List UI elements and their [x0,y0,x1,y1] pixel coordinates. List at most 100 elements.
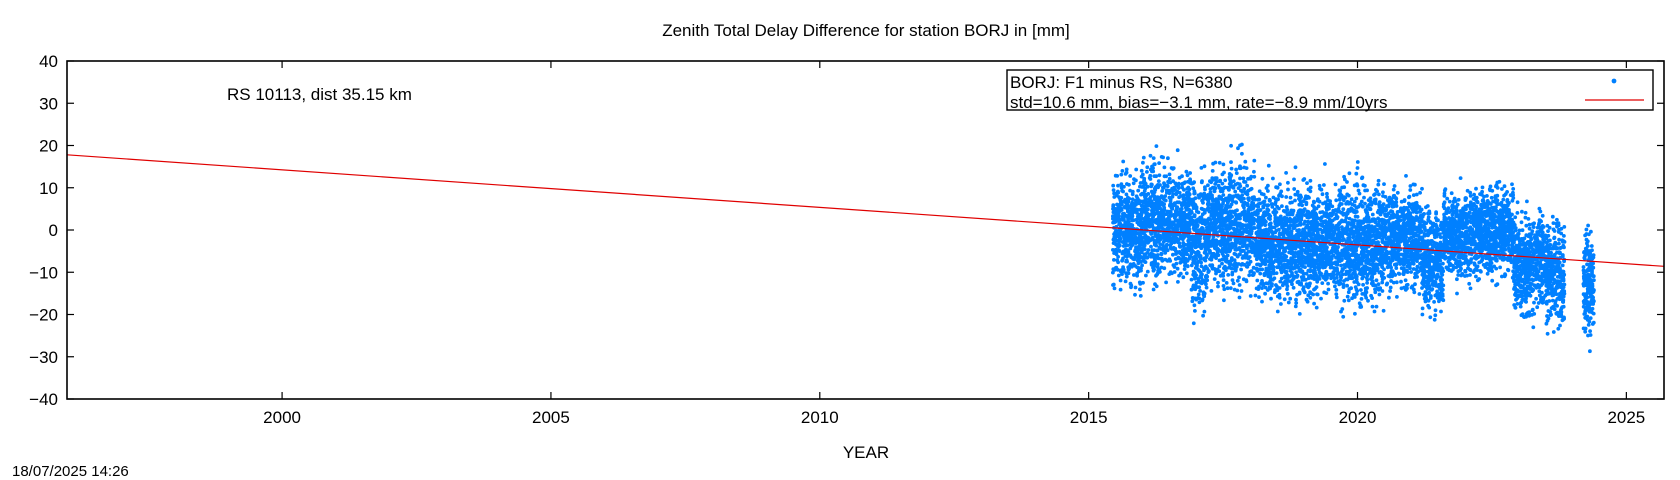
data-point [1247,273,1252,278]
data-point [1133,264,1138,268]
data-point [1243,251,1248,256]
data-point [1413,209,1418,214]
data-point [1224,215,1229,220]
data-point [1349,197,1354,202]
data-point [1356,253,1361,258]
data-point [1202,293,1206,298]
data-point [1150,235,1155,240]
data-point [1185,173,1190,178]
data-point [1320,192,1325,197]
data-point [1200,297,1205,302]
data-point [1220,261,1224,266]
data-point [1367,203,1371,207]
data-point [1191,321,1196,326]
data-point [1142,231,1146,235]
data-point [1228,226,1233,230]
data-point [1363,289,1368,293]
data-point [1252,195,1256,200]
data-point [1302,243,1307,248]
data-point [1247,255,1252,259]
data-point [1312,215,1317,220]
data-point [1337,271,1341,276]
data-point [1176,280,1180,284]
data-point [1229,160,1233,165]
data-point [1237,212,1242,217]
data-point [1267,272,1272,276]
data-points [1111,142,1596,354]
data-point [1180,248,1185,253]
data-point [1269,296,1273,301]
data-point [1305,181,1309,186]
data-point [1230,209,1235,214]
data-point [1189,277,1194,282]
data-point [1362,195,1366,200]
data-point [1318,236,1323,240]
data-point [1298,267,1303,272]
data-point [1168,180,1173,185]
data-point [1234,229,1239,233]
data-point [1181,256,1186,260]
data-point [1119,185,1124,190]
data-point [1149,200,1153,204]
data-point [1198,255,1203,259]
data-point [1155,255,1160,259]
data-point [1175,250,1180,255]
data-point [1213,204,1218,209]
data-point [1250,273,1255,277]
data-point [1258,201,1263,206]
data-point [1140,255,1144,260]
data-point [1137,280,1142,285]
data-point [1349,258,1353,263]
data-point [1355,182,1359,187]
data-point [1197,296,1202,301]
data-point [1304,282,1309,287]
data-point [1257,284,1261,289]
data-point [1295,219,1299,224]
data-point [1229,166,1234,171]
data-point [1192,237,1196,241]
data-point [1334,275,1339,280]
data-point [1124,271,1128,276]
data-point [1199,243,1204,248]
data-point [1121,233,1126,238]
data-point [1298,211,1303,215]
data-point [1290,282,1294,287]
data-point [1372,217,1376,222]
data-point [1171,252,1175,257]
data-point [1244,279,1249,284]
data-point [1277,295,1282,300]
data-point [1294,270,1298,275]
data-point [1237,252,1242,257]
data-point [1274,198,1279,202]
data-point [1143,260,1148,264]
data-point [1155,262,1160,267]
data-point [1374,233,1378,238]
data-point [1258,271,1263,276]
data-point [1293,265,1297,270]
data-point [1336,239,1341,244]
data-point [1285,207,1290,212]
data-point [1179,210,1184,214]
data-point [1184,250,1188,254]
data-point [1292,254,1297,259]
data-point [1373,248,1378,253]
data-point [1220,224,1225,228]
data-point [1302,248,1307,253]
data-point [1273,207,1277,212]
data-point [1228,174,1233,179]
data-point [1155,265,1160,269]
data-point [1202,164,1207,169]
data-point [1340,272,1345,277]
data-point [1148,173,1153,178]
data-point [1198,234,1203,238]
data-point [1209,202,1214,207]
data-point [1271,277,1275,282]
data-point [1251,201,1256,206]
data-point [1372,309,1377,314]
data-point [1131,201,1136,206]
data-point [1383,227,1388,232]
data-point [1250,211,1255,216]
data-point [1346,193,1351,198]
data-point [1342,298,1347,303]
data-point [1341,207,1346,212]
